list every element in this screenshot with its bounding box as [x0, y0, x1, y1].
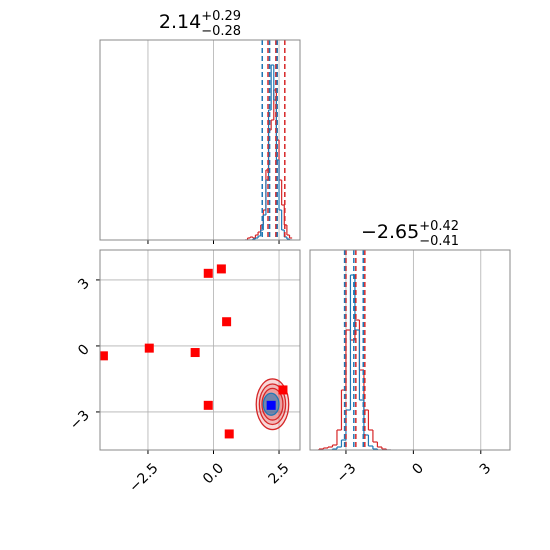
point — [100, 351, 108, 361]
point — [266, 400, 276, 410]
plot-area — [318, 250, 391, 450]
axes-frame — [99, 39, 301, 241]
axes-frame — [309, 249, 511, 451]
x-tick-label: 0 — [409, 460, 427, 478]
x-tick-label: 3 — [477, 460, 495, 478]
plot-area — [100, 264, 290, 439]
panel-title: 2.14+0.29 −0.28 — [159, 9, 241, 39]
x-tick-label: 2.5 — [266, 460, 293, 487]
point — [278, 385, 288, 395]
point — [144, 343, 154, 353]
title-value: 2.14 — [159, 11, 201, 33]
x-tick-label: 0.0 — [200, 460, 227, 487]
panel-title: −2.65+0.42 −0.41 — [361, 219, 459, 249]
y-tick-label: 3 — [75, 275, 93, 293]
y-tick-label: 0 — [75, 341, 93, 359]
title-value: −2.65 — [361, 221, 419, 243]
x-tick-label: −3 — [334, 460, 360, 486]
point — [222, 317, 232, 327]
point — [224, 429, 234, 439]
axes-frame — [99, 249, 301, 451]
title-lower: −0.28 — [201, 24, 241, 39]
title-upper: +0.29 — [201, 9, 241, 24]
title-upper: +0.42 — [419, 219, 459, 234]
point — [203, 400, 213, 410]
point — [216, 264, 226, 274]
point — [203, 268, 213, 278]
point — [190, 348, 200, 358]
title-lower: −0.41 — [419, 234, 459, 249]
x-tick-label: −2.5 — [126, 460, 161, 495]
plot-area — [244, 40, 293, 240]
y-tick-label: −3 — [67, 407, 93, 433]
